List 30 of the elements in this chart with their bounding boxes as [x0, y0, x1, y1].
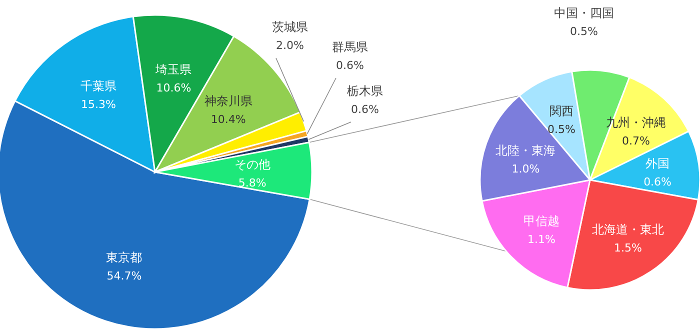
slice-label: 九州・沖縄 — [606, 116, 666, 130]
data-label: 1.1% — [527, 232, 556, 246]
slice-label: 千葉県 — [80, 78, 116, 93]
slice-label: 外国 — [646, 156, 670, 171]
data-label: 15.3% — [80, 98, 116, 111]
slice-label: 北陸・東海 — [496, 143, 556, 158]
data-label: 54.7% — [106, 269, 142, 282]
data-label: 0.5% — [547, 123, 576, 136]
data-label: 0.5% — [570, 25, 598, 38]
slice-label: 埼玉県 — [154, 62, 192, 76]
data-label: 5.8% — [238, 176, 266, 190]
slice-label: 関西 — [549, 104, 574, 118]
slice-label: 中国・四国 — [554, 6, 614, 20]
slice-label: 群馬県 — [332, 40, 368, 54]
slice-label: 甲信越 — [523, 214, 560, 228]
data-label: 0.7% — [622, 134, 650, 148]
slice-label: 北海道・東北 — [592, 222, 664, 237]
data-label: 1.5% — [614, 242, 642, 255]
slice-label: 栃木県 — [347, 84, 383, 98]
slice-label: 東京都 — [106, 250, 142, 264]
data-label: 0.6% — [644, 176, 672, 189]
slice-label: その他 — [234, 157, 270, 172]
data-label: 0.6% — [336, 59, 364, 72]
slice-label: 神奈川県 — [204, 94, 252, 108]
data-label: 2.0% — [276, 39, 304, 52]
data-label: 0.6% — [351, 103, 379, 116]
data-label: 1.0% — [512, 162, 540, 176]
data-label: 10.6% — [156, 81, 192, 94]
slice-label: 茨城県 — [272, 20, 308, 34]
data-label: 10.4% — [210, 112, 246, 126]
